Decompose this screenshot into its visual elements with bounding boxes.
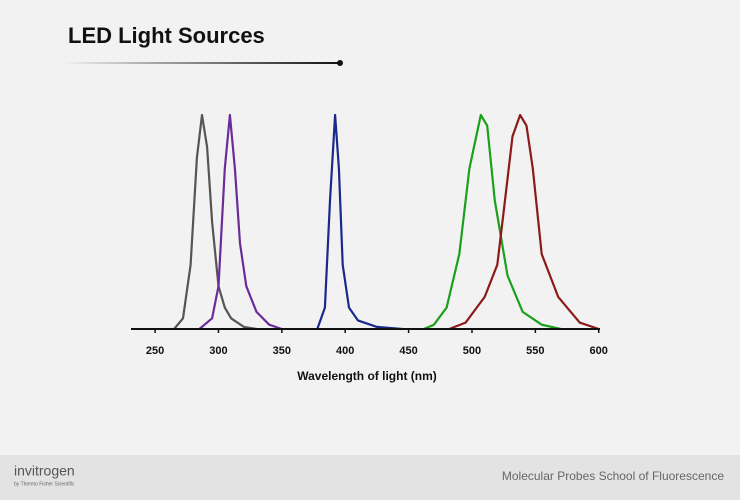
x-tick-label: 300 <box>209 345 227 357</box>
spectrum-curve <box>423 113 561 331</box>
footer-band <box>0 455 740 500</box>
spectrum-curve <box>198 113 283 331</box>
title-rule-dot <box>337 60 343 66</box>
x-axis-label: Wavelength of light (nm) <box>297 369 437 383</box>
x-tick-label: 350 <box>273 345 291 357</box>
course-name: Molecular Probes School of Fluorescence <box>502 469 724 483</box>
x-tick-label: 500 <box>463 345 481 357</box>
x-tick-label: 450 <box>399 345 417 357</box>
chart-title: LED Light Sources <box>68 23 265 48</box>
background <box>0 0 740 455</box>
spectrum-curve <box>173 113 257 331</box>
brand-sub: by Thermo Fisher Scientific <box>14 481 75 487</box>
x-tick-label: 250 <box>146 345 164 357</box>
spectrum-curve <box>316 113 403 331</box>
spectrum-curve <box>448 113 600 331</box>
x-tick-label: 400 <box>336 345 354 357</box>
x-tick-label: 550 <box>526 345 544 357</box>
x-tick-label: 600 <box>590 345 608 357</box>
title-rule <box>62 62 340 64</box>
brand: invitrogen <box>14 463 75 479</box>
